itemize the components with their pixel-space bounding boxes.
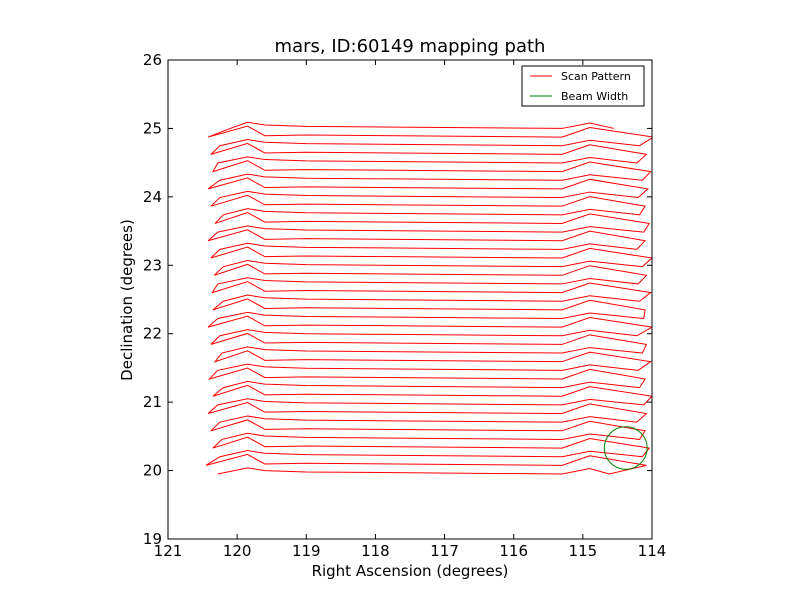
x-tick-label-3: 118	[361, 542, 390, 560]
x-tick-label-4: 117	[430, 542, 459, 560]
x-axis-ticks: 121 120 119 118 117 116 115 114	[154, 60, 667, 560]
x-tick-label-0: 121	[154, 542, 183, 560]
y-tick-label-5: 24	[143, 188, 162, 206]
y-tick-label-7: 26	[143, 51, 162, 69]
legend-label-beam-width: Beam Width	[561, 90, 628, 103]
beam-width-circle	[603, 426, 648, 470]
x-tick-label-2: 119	[292, 542, 321, 560]
y-tick-label-0: 19	[143, 530, 162, 548]
legend-box	[521, 65, 645, 107]
x-tick-label-6: 115	[569, 542, 598, 560]
plot-frame	[167, 59, 653, 540]
scan-pattern-series	[205, 121, 652, 475]
y-axis-label: Declination (degrees)	[118, 219, 136, 381]
x-tick-label-1: 120	[223, 542, 252, 560]
y-tick-label-4: 23	[143, 256, 162, 274]
x-axis-label: Right Ascension (degrees)	[312, 562, 509, 580]
beam-width-series	[603, 426, 648, 470]
y-tick-label-6: 25	[143, 119, 162, 137]
y-axis-ticks: 19 20 21 22 23 24 25 26	[143, 51, 652, 548]
scan-pattern-line	[205, 121, 652, 475]
legend-label-scan-pattern: Scan Pattern	[561, 70, 631, 83]
x-tick-label-7: 114	[638, 542, 667, 560]
legend: Scan Pattern Beam Width	[521, 65, 645, 107]
y-tick-label-1: 20	[143, 462, 162, 480]
chart-title: mars, ID:60149 mapping path	[275, 36, 546, 57]
y-tick-label-3: 22	[143, 325, 162, 343]
y-tick-label-2: 21	[143, 393, 162, 411]
x-tick-label-5: 116	[499, 542, 528, 560]
